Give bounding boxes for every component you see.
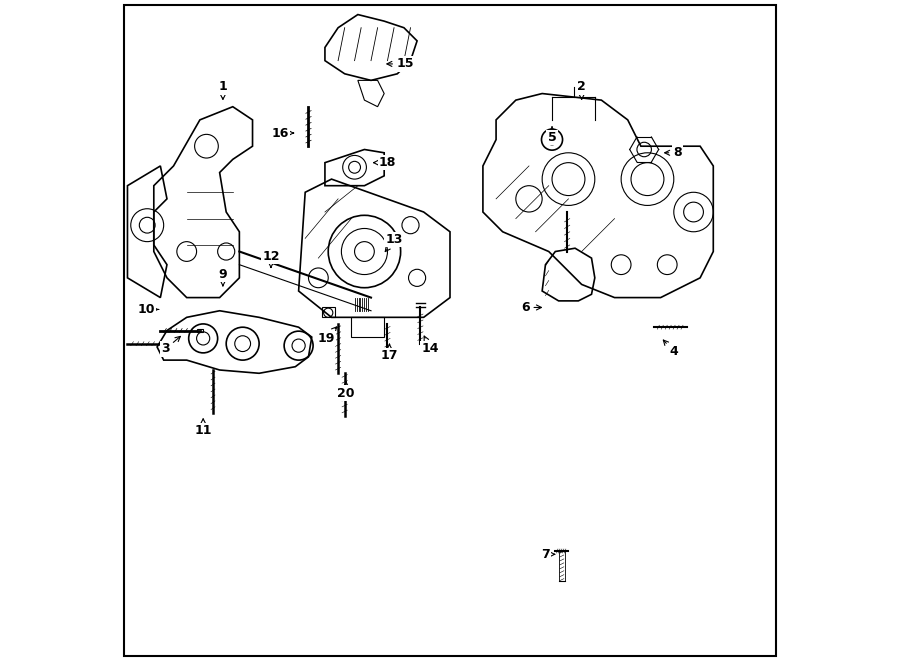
Text: 13: 13 bbox=[385, 233, 402, 252]
Text: 17: 17 bbox=[381, 344, 398, 362]
Text: 12: 12 bbox=[262, 250, 280, 267]
Text: 16: 16 bbox=[272, 126, 293, 139]
Text: 2: 2 bbox=[577, 81, 586, 99]
Text: 3: 3 bbox=[161, 336, 180, 356]
Text: 6: 6 bbox=[521, 301, 542, 314]
Text: 10: 10 bbox=[137, 303, 158, 316]
Text: 20: 20 bbox=[338, 382, 355, 399]
Text: 18: 18 bbox=[374, 156, 396, 169]
Text: 15: 15 bbox=[387, 58, 414, 71]
Text: 1: 1 bbox=[219, 81, 228, 99]
Text: 4: 4 bbox=[663, 340, 679, 358]
Text: 14: 14 bbox=[421, 336, 439, 355]
Text: 7: 7 bbox=[541, 548, 554, 561]
Text: 11: 11 bbox=[194, 419, 212, 437]
Text: 5: 5 bbox=[547, 127, 556, 144]
Text: 19: 19 bbox=[318, 327, 337, 345]
Text: 8: 8 bbox=[665, 146, 681, 159]
Text: 9: 9 bbox=[219, 268, 227, 286]
